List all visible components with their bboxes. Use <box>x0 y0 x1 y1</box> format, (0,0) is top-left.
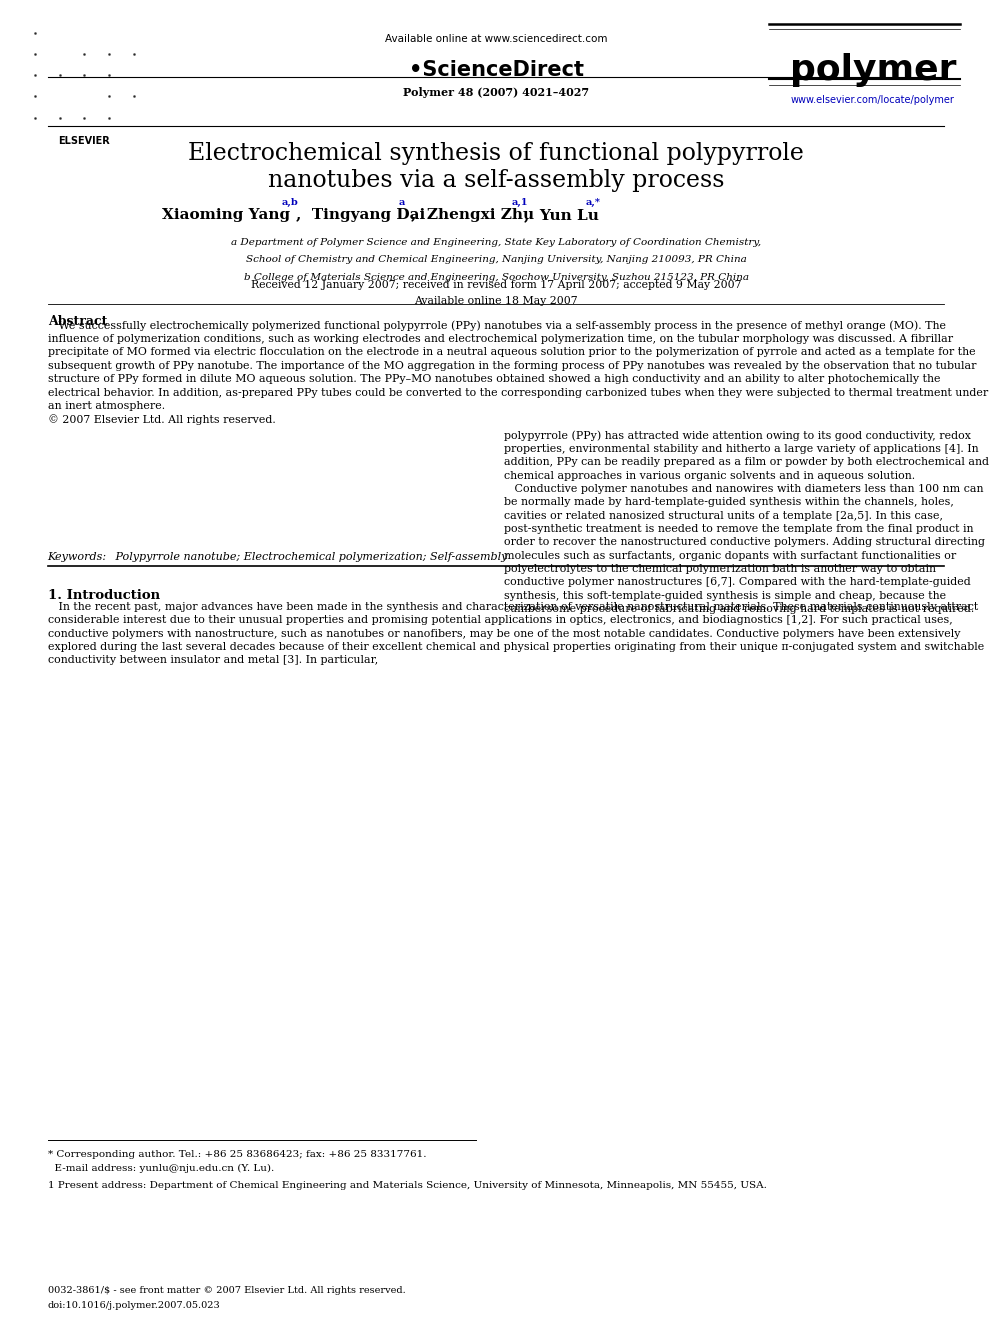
Text: b College of Materials Science and Engineering, Soochow University, Suzhou 21512: b College of Materials Science and Engin… <box>243 273 749 282</box>
Text: Keywords:: Keywords: <box>48 552 107 562</box>
Text: ELSEVIER: ELSEVIER <box>59 135 110 146</box>
Text: Polymer 48 (2007) 4021–4027: Polymer 48 (2007) 4021–4027 <box>403 87 589 98</box>
Text: Abstract: Abstract <box>48 315 107 328</box>
Text: In the recent past, major advances have been made in the synthesis and character: In the recent past, major advances have … <box>48 602 984 665</box>
Text: Available online 18 May 2007: Available online 18 May 2007 <box>415 296 577 307</box>
Text: Received 12 January 2007; received in revised form 17 April 2007; accepted 9 May: Received 12 January 2007; received in re… <box>251 280 741 291</box>
Text: a: a <box>399 198 405 208</box>
Text: ,  Yun Lu: , Yun Lu <box>524 208 598 222</box>
Text: Polypyrrole nanotube; Electrochemical polymerization; Self-assembly: Polypyrrole nanotube; Electrochemical po… <box>112 552 508 562</box>
Text: * Corresponding author. Tel.: +86 25 83686423; fax: +86 25 83317761.: * Corresponding author. Tel.: +86 25 836… <box>48 1150 427 1159</box>
Text: 1. Introduction: 1. Introduction <box>48 589 160 602</box>
Text: www.elsevier.com/locate/polymer: www.elsevier.com/locate/polymer <box>791 95 955 106</box>
Text: E-mail address: yunlu@nju.edu.cn (Y. Lu).: E-mail address: yunlu@nju.edu.cn (Y. Lu)… <box>48 1164 274 1174</box>
Text: ,  Tingyang Dai: , Tingyang Dai <box>296 208 425 222</box>
Text: polymer: polymer <box>790 53 956 87</box>
Text: a Department of Polymer Science and Engineering, State Key Laboratory of Coordin: a Department of Polymer Science and Engi… <box>231 238 761 247</box>
Text: 1 Present address: Department of Chemical Engineering and Materials Science, Uni: 1 Present address: Department of Chemica… <box>48 1181 767 1191</box>
Text: School of Chemistry and Chemical Engineering, Nanjing University, Nanjing 210093: School of Chemistry and Chemical Enginee… <box>246 255 746 265</box>
Text: doi:10.1016/j.polymer.2007.05.023: doi:10.1016/j.polymer.2007.05.023 <box>48 1301 220 1310</box>
Text: a,*: a,* <box>585 198 600 208</box>
Text: Available online at www.sciencedirect.com: Available online at www.sciencedirect.co… <box>385 34 607 45</box>
Text: 0032-3861/$ - see front matter © 2007 Elsevier Ltd. All rights reserved.: 0032-3861/$ - see front matter © 2007 El… <box>48 1286 406 1295</box>
Text: a,1: a,1 <box>512 198 529 208</box>
Text: polypyrrole (PPy) has attracted wide attention owing to its good conductivity, r: polypyrrole (PPy) has attracted wide att… <box>504 430 989 614</box>
Text: ,  Zhengxi Zhu: , Zhengxi Zhu <box>411 208 534 222</box>
Text: a,b: a,b <box>282 198 299 208</box>
Text: nanotubes via a self-assembly process: nanotubes via a self-assembly process <box>268 169 724 192</box>
Text: We successfully electrochemically polymerized functional polypyrrole (PPy) nanot: We successfully electrochemically polyme… <box>48 320 988 426</box>
Text: Electrochemical synthesis of functional polypyrrole: Electrochemical synthesis of functional … <box>188 142 804 164</box>
Text: •ScienceDirect: •ScienceDirect <box>409 60 583 79</box>
Text: Xiaoming Yang: Xiaoming Yang <box>162 208 290 222</box>
